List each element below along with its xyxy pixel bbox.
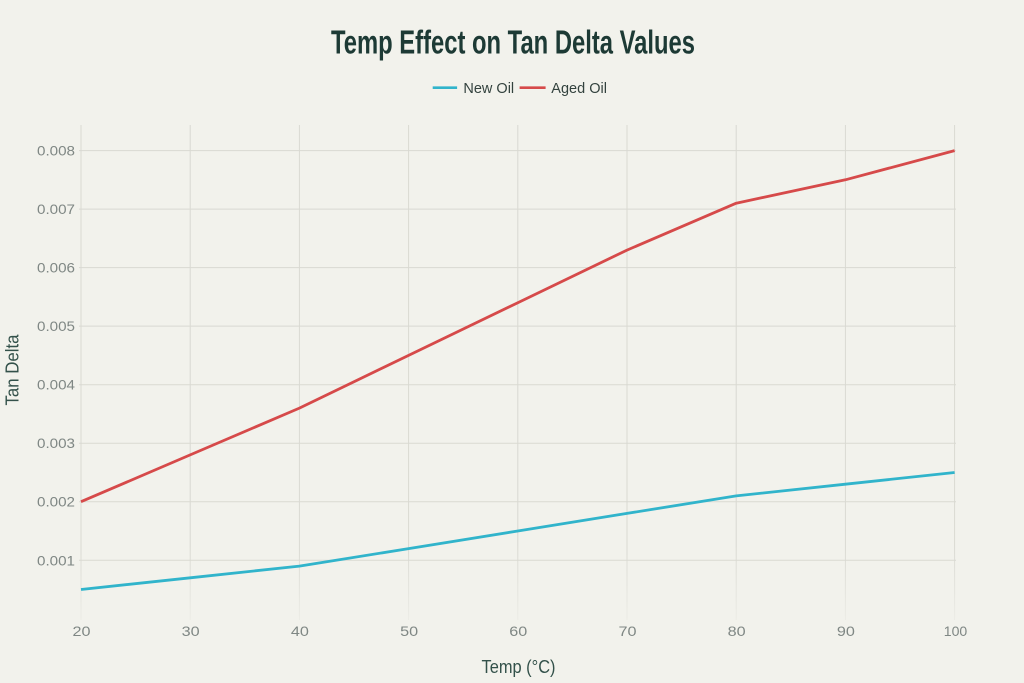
svg-text:0.004: 0.004 xyxy=(37,377,75,393)
svg-text:0.006: 0.006 xyxy=(37,260,75,276)
svg-text:0.002: 0.002 xyxy=(37,494,75,510)
svg-text:0.003: 0.003 xyxy=(37,435,75,451)
svg-text:Temp (°C): Temp (°C) xyxy=(482,657,556,677)
svg-text:70: 70 xyxy=(619,623,637,639)
svg-text:100: 100 xyxy=(944,623,968,639)
svg-text:60: 60 xyxy=(509,623,527,639)
svg-text:80: 80 xyxy=(728,623,746,639)
svg-text:0.005: 0.005 xyxy=(37,318,75,334)
svg-text:30: 30 xyxy=(182,623,200,639)
svg-text:Tan Delta: Tan Delta xyxy=(1,334,22,406)
svg-text:0.007: 0.007 xyxy=(37,201,75,217)
svg-text:90: 90 xyxy=(837,623,855,639)
svg-text:0.008: 0.008 xyxy=(37,143,75,159)
svg-text:Temp Effect on Tan Delta Value: Temp Effect on Tan Delta Values xyxy=(331,24,695,61)
svg-text:40: 40 xyxy=(291,623,309,639)
svg-text:50: 50 xyxy=(400,623,418,639)
svg-text:New Oil: New Oil xyxy=(463,81,514,97)
svg-text:Aged Oil: Aged Oil xyxy=(551,81,607,97)
svg-text:0.001: 0.001 xyxy=(37,552,75,568)
svg-text:20: 20 xyxy=(73,623,91,639)
